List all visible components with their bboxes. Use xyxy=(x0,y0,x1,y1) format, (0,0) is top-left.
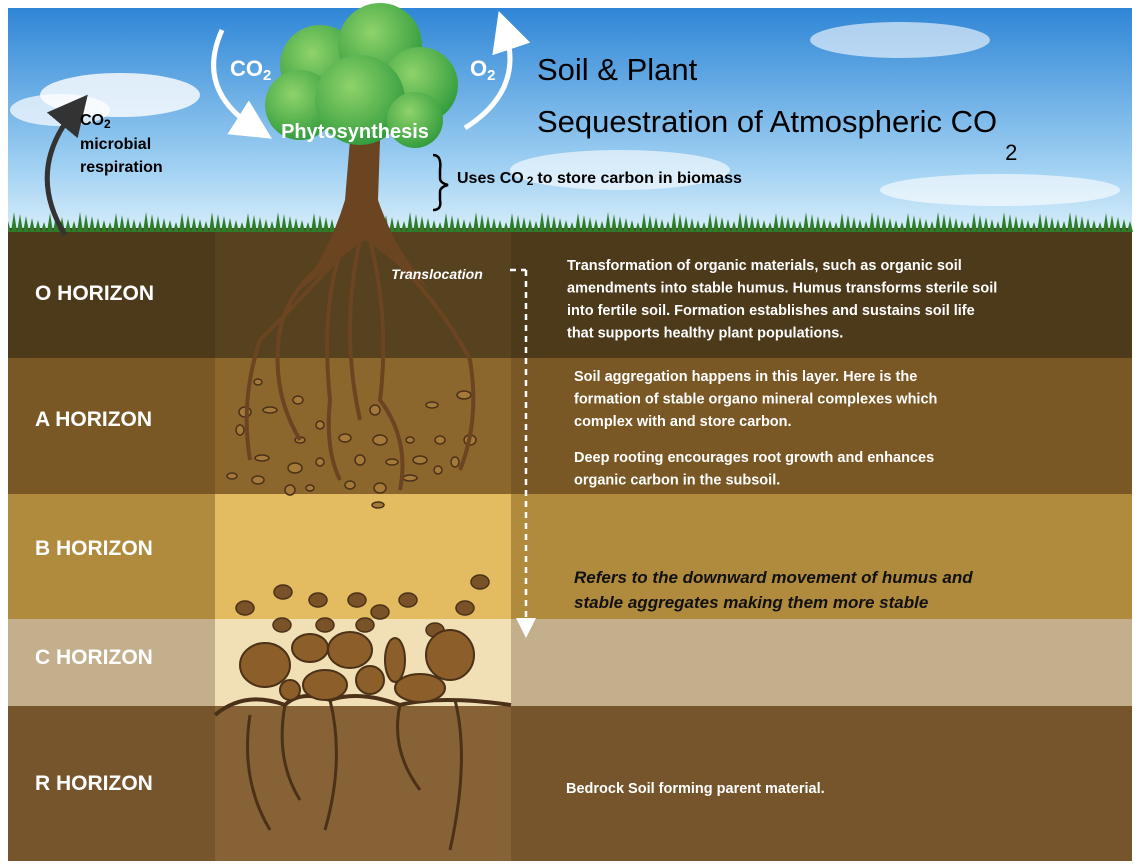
respiration-label: CO xyxy=(80,112,104,129)
aggregate xyxy=(385,638,405,682)
title: Soil & Plant xyxy=(537,52,698,87)
co2-label: 2 xyxy=(263,67,271,84)
aggregate xyxy=(403,475,417,481)
process-label: Phytosynthesis xyxy=(281,121,429,143)
soil-diagram: Soil & Plant Sequestration of Atmospheri… xyxy=(0,0,1138,867)
aggregate xyxy=(274,585,292,599)
aggregate xyxy=(345,481,355,489)
aggregate xyxy=(372,502,384,508)
aggregate xyxy=(252,476,264,484)
aggregate xyxy=(227,473,237,479)
aggregate xyxy=(309,593,327,607)
horizon-description: organic carbon in the subsoil. xyxy=(574,473,780,489)
aggregate xyxy=(240,643,290,687)
title: Sequestration of Atmospheric CO xyxy=(537,104,997,139)
horizon-description: into fertile soil. Formation establishes… xyxy=(567,303,975,319)
aggregate xyxy=(374,483,386,493)
o2-label: 2 xyxy=(487,67,495,84)
aggregate xyxy=(293,396,303,404)
aggregate xyxy=(457,391,471,399)
aggregate xyxy=(451,457,459,467)
background xyxy=(215,706,511,861)
co2-label: CO xyxy=(230,56,263,81)
horizon-description: Soil aggregation happens in this layer. … xyxy=(574,369,917,385)
background xyxy=(8,494,1132,619)
aggregate xyxy=(371,605,389,619)
translocation-note: stable aggregates making them more stabl… xyxy=(574,593,928,612)
aggregate xyxy=(426,402,438,408)
aggregate xyxy=(413,456,427,464)
horizon-description: formation of stable organo mineral compl… xyxy=(574,392,937,408)
horizon-description: Bedrock Soil forming parent material. xyxy=(566,781,825,797)
aggregate xyxy=(386,459,398,465)
biomass-label: 2 xyxy=(527,174,534,188)
aggregate xyxy=(254,379,262,385)
aggregate xyxy=(370,405,380,415)
background xyxy=(8,358,1132,494)
aggregate xyxy=(255,455,269,461)
aggregate xyxy=(273,618,291,632)
aggregate xyxy=(373,435,387,445)
aggregate xyxy=(263,407,277,413)
aggregate xyxy=(456,601,474,615)
horizon-description: complex with and store carbon. xyxy=(574,414,792,430)
aggregate xyxy=(280,680,300,700)
aggregate xyxy=(406,437,414,443)
respiration-caption: respiration xyxy=(80,159,163,176)
translocation-label: Translocation xyxy=(391,266,483,282)
aggregate xyxy=(339,434,351,442)
aggregate xyxy=(355,455,365,465)
aggregate xyxy=(236,601,254,615)
horizon-name: C HORIZON xyxy=(35,646,153,669)
respiration-caption: microbial xyxy=(80,136,151,153)
aggregate xyxy=(348,593,366,607)
aggregate xyxy=(316,458,324,466)
background xyxy=(810,22,990,58)
title: 2 xyxy=(1005,140,1017,165)
aggregate xyxy=(471,575,489,589)
horizon-description: Transformation of organic materials, suc… xyxy=(567,258,962,274)
horizon-name: R HORIZON xyxy=(35,772,153,795)
aggregate xyxy=(288,463,302,473)
respiration-label: 2 xyxy=(104,117,111,131)
aggregate xyxy=(435,436,445,444)
horizon-name: A HORIZON xyxy=(35,408,152,431)
horizon-description: amendments into stable humus. Humus tran… xyxy=(567,281,997,297)
aggregate xyxy=(292,634,328,662)
aggregate xyxy=(285,485,295,495)
biomass-label: Uses CO xyxy=(457,170,524,187)
aggregate xyxy=(306,485,314,491)
aggregate xyxy=(426,630,474,680)
aggregate xyxy=(356,618,374,632)
background xyxy=(215,358,511,494)
aggregate xyxy=(303,670,347,700)
horizon-description: that supports healthy plant populations. xyxy=(567,326,843,342)
aggregate xyxy=(356,666,384,694)
o2-label: O xyxy=(470,56,487,81)
aggregate xyxy=(236,425,244,435)
biomass-label: to store carbon in biomass xyxy=(537,170,742,187)
aggregate xyxy=(316,421,324,429)
background xyxy=(8,619,1132,706)
horizon-name: B HORIZON xyxy=(35,537,153,560)
translocation-note: Refers to the downward movement of humus… xyxy=(574,568,973,587)
horizon-name: O HORIZON xyxy=(35,282,154,305)
aggregate xyxy=(328,632,372,668)
aggregate xyxy=(434,466,442,474)
aggregate xyxy=(316,618,334,632)
background xyxy=(880,174,1120,206)
aggregate xyxy=(399,593,417,607)
aggregate xyxy=(395,674,445,702)
horizon-description: Deep rooting encourages root growth and … xyxy=(574,450,934,466)
